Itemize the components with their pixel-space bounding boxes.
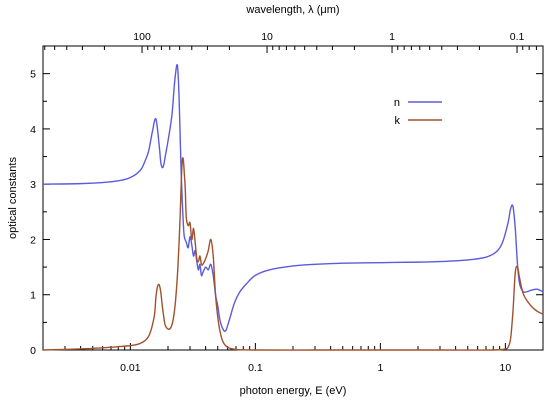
- x-axis-ticks: 0.01 0.1 1 10: [64, 343, 512, 374]
- x2-tick-label: 0.1: [510, 31, 525, 43]
- y-tick-label: 3: [30, 179, 36, 191]
- legend-label: k: [395, 115, 401, 127]
- legend-label: n: [394, 97, 400, 109]
- y-axis-ticks: 0 1 2 3 4 5: [30, 69, 543, 357]
- y-tick-label: 0: [30, 345, 36, 357]
- series-line-n: [42, 63, 544, 333]
- y-tick-label: 5: [30, 69, 36, 81]
- x2-tick-label: 100: [133, 31, 151, 43]
- x-tick-label: 0.01: [120, 362, 141, 374]
- x-tick-label: 1: [377, 362, 383, 374]
- series-line-k: [42, 157, 544, 351]
- x2-axis-ticks: 100 10 1 0.1: [44, 31, 537, 53]
- x-tick-label: 10: [500, 362, 512, 374]
- y-tick-label: 1: [30, 290, 36, 302]
- y-axis-label: optical constants: [7, 157, 19, 239]
- y-tick-label: 2: [30, 234, 36, 246]
- x2-tick-label: 10: [261, 31, 273, 43]
- x-tick-label: 0.1: [248, 362, 263, 374]
- x-axis-label: photon energy, E (eV): [240, 385, 347, 397]
- x2-tick-label: 1: [389, 31, 395, 43]
- series-group: [42, 63, 544, 351]
- y-tick-label: 4: [30, 124, 36, 136]
- legend: nk: [394, 97, 442, 127]
- x2-axis-label: wavelength, λ (μm): [245, 4, 339, 16]
- plot-frame: [42, 45, 544, 351]
